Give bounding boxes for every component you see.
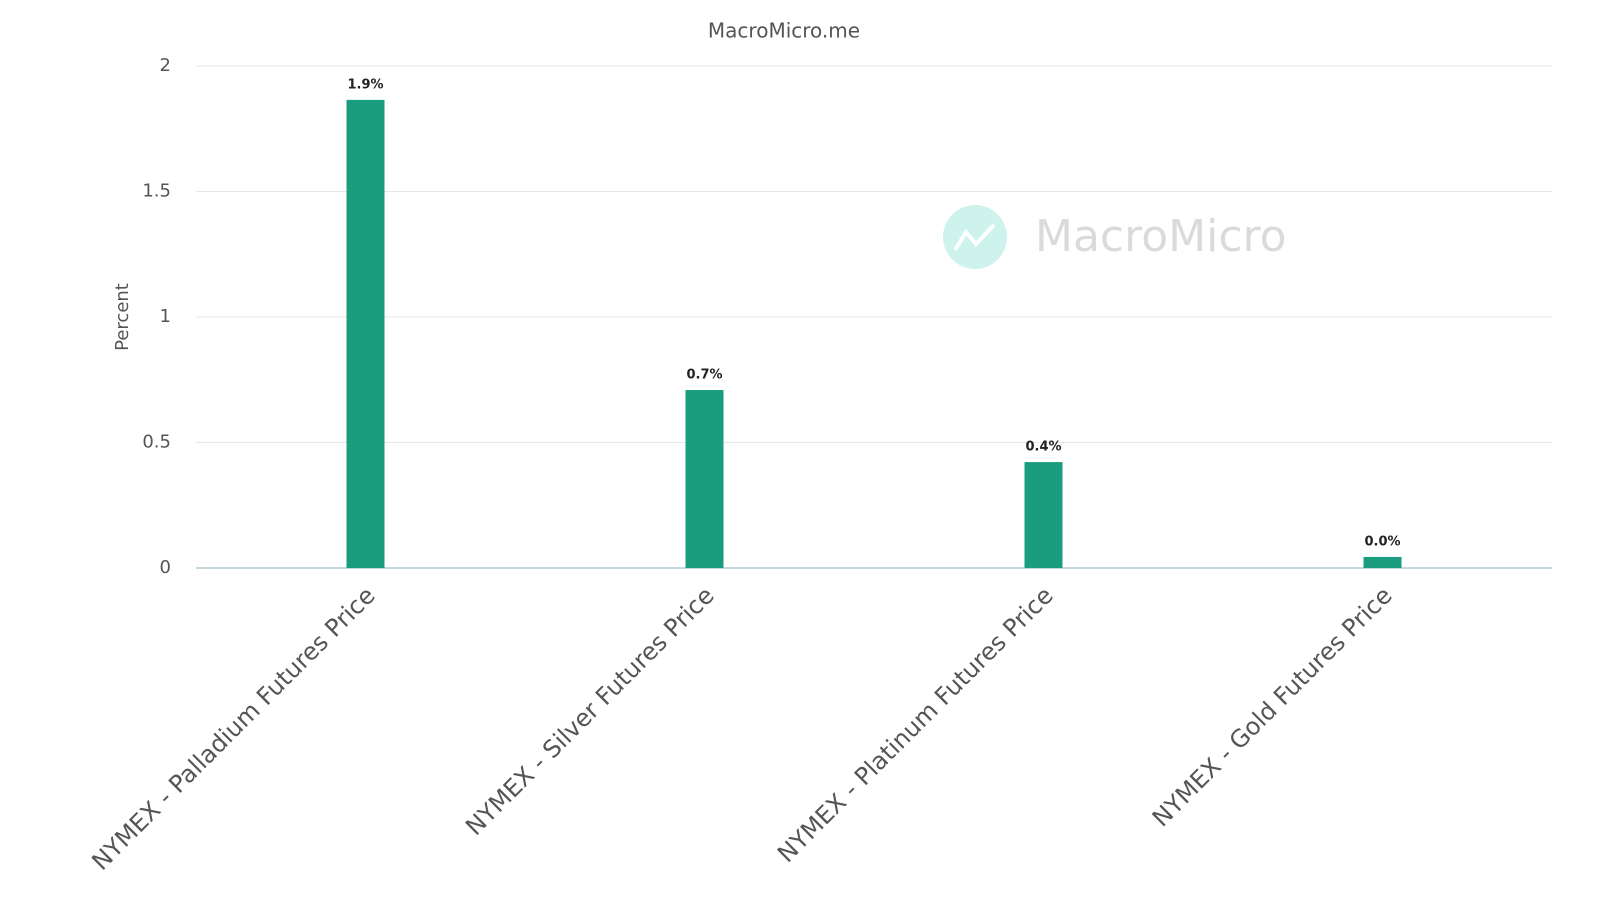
bar: [1024, 462, 1063, 568]
x-tick-label: NYMEX - Silver Futures Price: [460, 581, 720, 841]
y-tick-label: 0.5: [142, 432, 171, 453]
bar: [685, 390, 724, 568]
y-tick-label: 1.5: [142, 181, 171, 202]
value-label: 1.9%: [347, 77, 383, 92]
value-label: 0.4%: [1025, 440, 1061, 455]
value-label: 0.7%: [686, 368, 722, 383]
watermark: MacroMicro: [943, 205, 1287, 269]
y-tick-label: 0: [160, 557, 171, 578]
x-tick-label: NYMEX - Platinum Futures Price: [772, 581, 1059, 868]
y-tick-label: 1: [160, 306, 171, 327]
bar: [346, 99, 385, 568]
x-tick-label: NYMEX - Gold Futures Price: [1147, 581, 1398, 832]
bar: [1363, 556, 1402, 568]
y-tick-label: 2: [160, 55, 171, 76]
watermark-text: MacroMicro: [1035, 211, 1287, 262]
value-label: 0.0%: [1364, 534, 1400, 549]
x-tick-label: NYMEX - Palladium Futures Price: [86, 581, 380, 875]
chart-title: MacroMicro.me: [708, 19, 860, 43]
watermark-icon-line: [953, 223, 996, 252]
y-axis-label: Percent: [112, 283, 133, 351]
watermark-icon: [943, 205, 1007, 269]
